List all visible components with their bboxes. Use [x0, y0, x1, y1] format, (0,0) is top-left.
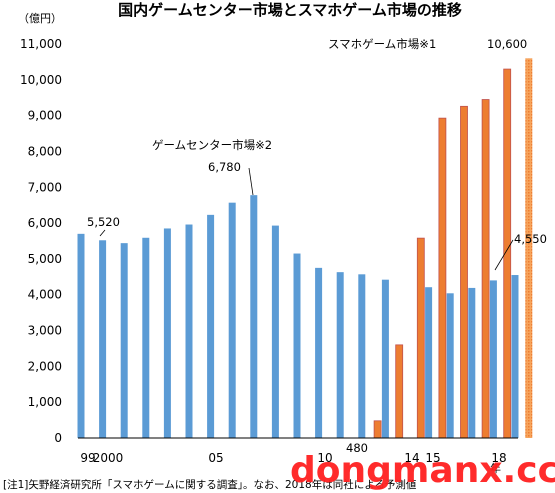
mobile-bar — [373, 420, 382, 439]
callout-6780-leader — [248, 167, 254, 196]
mobile-bar — [395, 344, 404, 439]
watermark-logo: dongmanx.cc — [290, 450, 555, 491]
mobile-series — [373, 58, 533, 439]
y-tick-label: 10,000 — [20, 73, 62, 87]
mobile-bar — [460, 105, 468, 439]
arcade-bar — [511, 275, 519, 438]
arcade-bar — [446, 293, 454, 438]
arcade-bar — [271, 225, 279, 438]
y-axis: 0 1,000 2,000 3,000 4,000 5,000 6,000 7,000 8,00… — [20, 37, 62, 445]
arcade-series — [77, 195, 519, 438]
y-tick-label: 0 — [54, 431, 62, 445]
mobile-bar-forecast — [525, 58, 533, 439]
y-tick-label: 4,000 — [28, 288, 62, 302]
callout-5520: 5,520 — [87, 215, 120, 229]
y-tick-label: 8,000 — [28, 144, 62, 158]
arcade-bar — [228, 202, 236, 438]
arcade-bar — [250, 195, 258, 438]
arcade-bar — [468, 287, 476, 438]
x-tick-label: 05 — [208, 451, 223, 465]
mobile-bar — [416, 237, 425, 439]
callout-6780: 6,780 — [208, 160, 241, 174]
callout-4550-leader — [494, 239, 514, 271]
y-tick-label: 2,000 — [28, 359, 62, 373]
callout-5520-leader — [99, 229, 106, 237]
y-tick-label: 3,000 — [28, 324, 62, 338]
y-tick-label: 1,000 — [28, 395, 62, 409]
arcade-bar — [336, 272, 344, 438]
y-unit-label: （億円） — [18, 12, 62, 25]
y-tick-label: 7,000 — [28, 180, 62, 194]
x-tick-label: 10 — [317, 451, 332, 465]
arcade-bar — [120, 243, 128, 438]
legend-arcade: ゲームセンター市場※2 — [152, 138, 272, 152]
mobile-bar — [438, 117, 447, 439]
legend-mobile: スマホゲーム市場※1 — [328, 37, 436, 51]
arcade-bar — [99, 240, 107, 438]
arcade-bar — [77, 233, 85, 438]
arcade-bar — [163, 228, 171, 438]
chart-title: 国内ゲームセンター市場とスマホゲーム市場の推移 — [118, 1, 462, 19]
y-tick-label: 5,000 — [28, 252, 62, 266]
arcade-bar — [425, 287, 433, 438]
x-tick-label: 14 — [404, 451, 419, 465]
x-tick-label: 18 — [491, 451, 506, 465]
arcade-bar — [142, 237, 150, 438]
arcade-bar — [381, 279, 389, 438]
arcade-bar — [207, 214, 215, 438]
arcade-bar — [293, 253, 301, 438]
arcade-bar — [315, 267, 323, 438]
footnote: [注1]矢野経済研究所「スマホゲームに関する調査」。なお、2018年は同社による… — [3, 478, 417, 491]
y-tick-label: 11,000 — [20, 37, 62, 51]
mobile-bar — [481, 99, 490, 439]
arcade-bar — [489, 280, 497, 438]
callout-10600: 10,600 — [487, 37, 527, 51]
y-tick-label: 6,000 — [28, 216, 62, 230]
x-tick-label: 15 — [425, 451, 440, 465]
arcade-bar — [358, 274, 366, 438]
x-tick-label: 2000 — [93, 451, 124, 465]
x-tick-label: 99 — [80, 451, 95, 465]
callout-480: 480 — [346, 441, 368, 455]
arcade-bar — [185, 224, 193, 438]
callout-4550: 4,550 — [514, 232, 547, 246]
x-unit-label: 年 — [490, 461, 501, 475]
y-tick-label: 9,000 — [28, 109, 62, 123]
